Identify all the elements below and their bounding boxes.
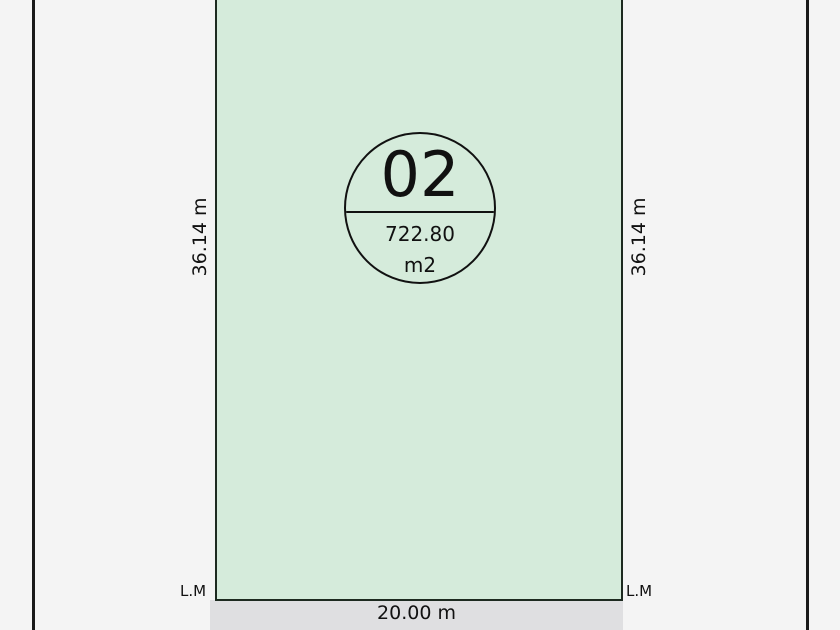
street-strip xyxy=(210,600,623,630)
lot-parcel xyxy=(215,0,623,601)
frontage-dimension: 20.00 m xyxy=(377,602,456,624)
left-lm-marker: L.M xyxy=(180,582,207,600)
left-boundary-line xyxy=(32,0,35,630)
right-side-dimension: 36.14 m xyxy=(628,197,650,277)
lot-area-unit: m2 xyxy=(403,253,437,277)
left-side-dimension: 36.14 m xyxy=(189,197,211,277)
circle-divider xyxy=(346,211,494,213)
lot-number: 02 xyxy=(380,138,460,211)
right-boundary-line xyxy=(806,0,809,630)
right-lm-marker: L.M xyxy=(626,582,653,600)
lot-label-circle: 02 722.80 m2 xyxy=(344,132,496,284)
lot-area: 722.80 xyxy=(385,222,455,246)
